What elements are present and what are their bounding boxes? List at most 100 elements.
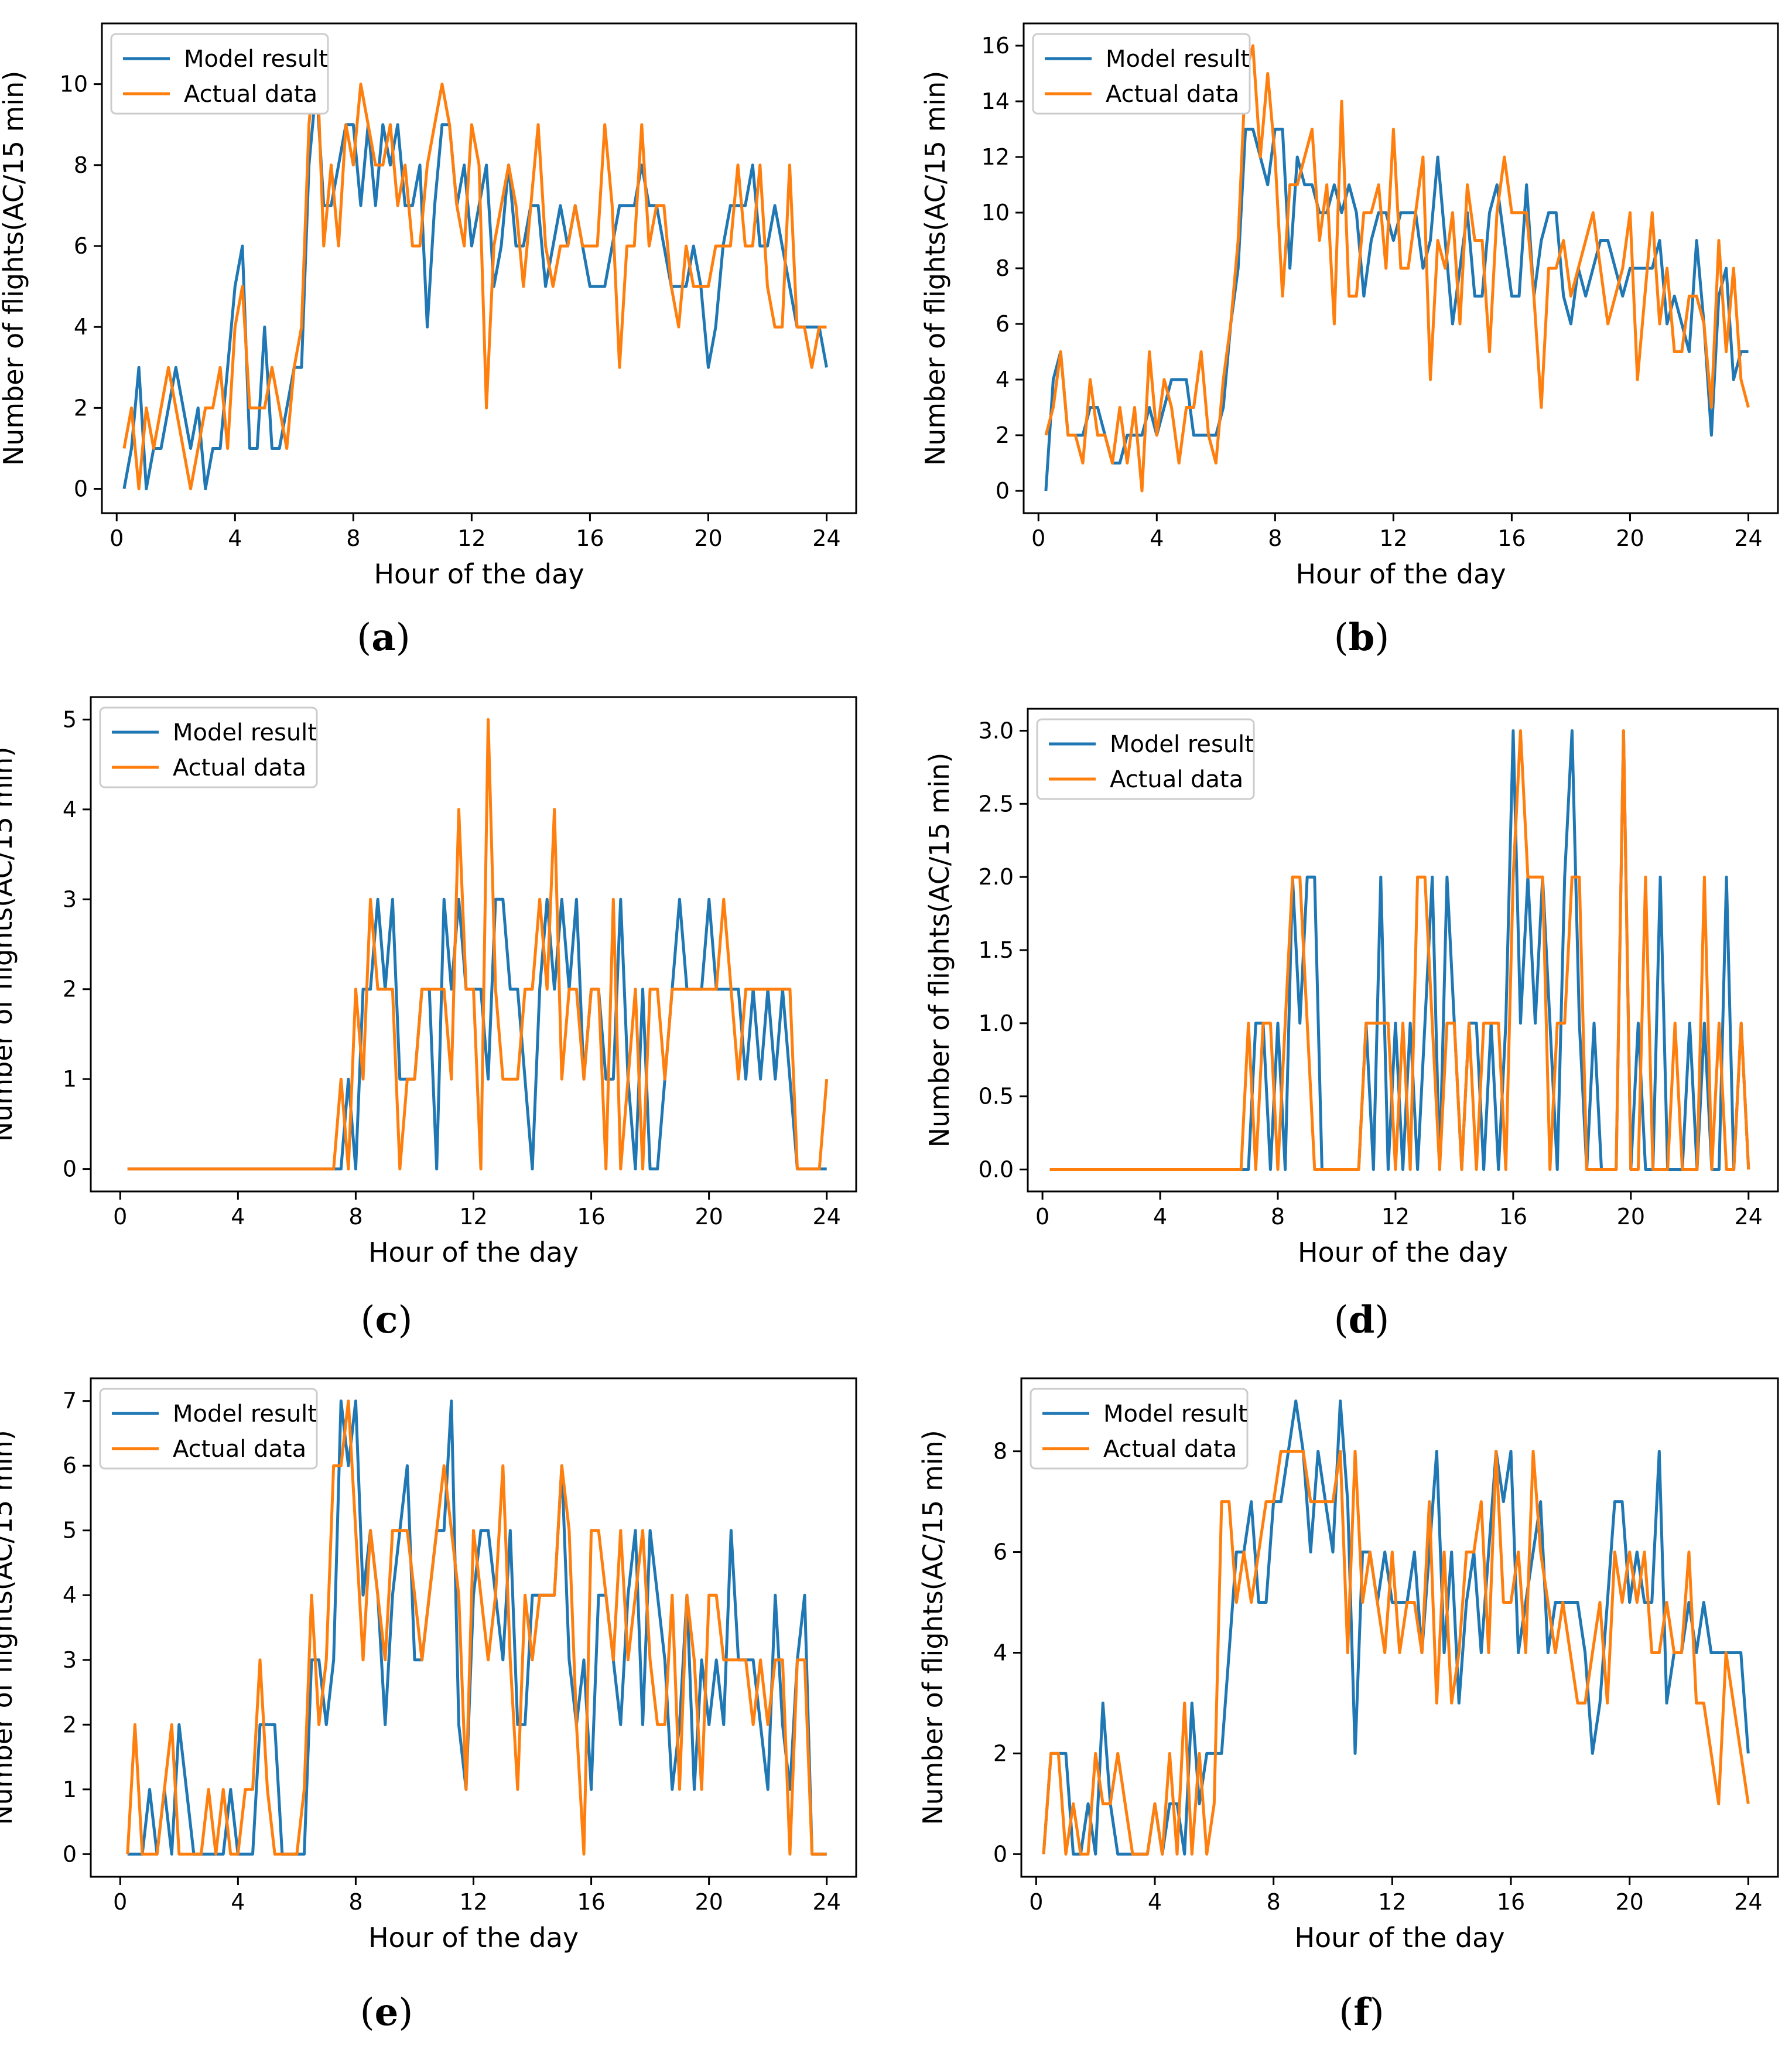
y-tick-label: 0.0 [979, 1157, 1014, 1183]
series-actual-data-line [122, 42, 827, 490]
x-axis-label: Hour of the day [1298, 1237, 1508, 1268]
x-tick-label: 20 [695, 1204, 723, 1230]
x-tick-label: 20 [1616, 525, 1644, 551]
y-tick-label: 0 [63, 1841, 77, 1867]
y-tick-label: 14 [982, 88, 1010, 114]
legend-label: Actual data [1106, 81, 1239, 108]
y-axis-label: Number of flights(AC/15 min) [0, 747, 18, 1142]
legend-label: Model result [184, 46, 328, 73]
legend-label: Actual data [173, 754, 306, 781]
y-tick-label: 1 [63, 1777, 77, 1802]
x-axis-label: Hour of the day [1295, 558, 1506, 590]
y-tick-label: 2 [993, 1740, 1007, 1766]
x-tick-label: 8 [348, 1889, 362, 1915]
x-tick-label: 12 [1381, 1204, 1410, 1230]
y-tick-label: 2.5 [979, 791, 1014, 817]
y-axis-label: Number of flights(AC/15 min) [0, 1430, 18, 1825]
y-tick-label: 0 [993, 1841, 1007, 1867]
x-tick-label: 16 [1499, 1204, 1527, 1230]
legend: Model result Actual data [99, 706, 318, 788]
series-actual-data-line [1049, 729, 1750, 1171]
y-tick-label: 1.5 [979, 937, 1014, 963]
legend-label: Model result [1103, 1401, 1247, 1428]
x-tick-label: 0 [110, 525, 124, 551]
x-tick-label: 16 [1497, 1889, 1525, 1915]
x-tick-label: 20 [1617, 1204, 1645, 1230]
chart-panel-d: 0 4 8 12 16 20 24 0.0 0.5 1.0 1.5 2.0 2.5 3.0 Hour of … [924, 708, 1779, 1342]
legend: Model result Actual data [1032, 33, 1251, 115]
y-tick-label: 0.5 [979, 1084, 1014, 1109]
panel-caption: (a) [357, 616, 410, 660]
x-tick-label: 4 [231, 1889, 245, 1915]
y-tick-label: 6 [63, 1453, 77, 1478]
panel-caption: (d) [1334, 1298, 1390, 1342]
panel-caption: (e) [360, 1990, 413, 2034]
y-tick-label: 3 [63, 886, 77, 912]
y-tick-label: 1 [63, 1066, 77, 1092]
x-tick-label: 20 [695, 1889, 723, 1915]
y-tick-label: 2.0 [979, 864, 1014, 890]
y-tick-label: 0 [996, 478, 1010, 504]
y-tick-label: 2 [996, 422, 1010, 448]
x-tick-label: 0 [1031, 525, 1045, 551]
x-tick-label: 8 [1268, 525, 1282, 551]
y-tick-label: 1.0 [979, 1010, 1014, 1036]
series-actual-data-line [126, 1399, 827, 1856]
x-tick-label: 24 [1735, 1204, 1763, 1230]
legend-label: Model result [173, 1401, 317, 1428]
x-tick-label: 12 [1378, 1889, 1406, 1915]
x-tick-label: 4 [1153, 1204, 1167, 1230]
legend-label: Model result [1110, 731, 1254, 758]
legend-label: Actual data [1103, 1436, 1237, 1463]
y-tick-label: 10 [60, 71, 88, 97]
panel-caption: (c) [361, 1298, 413, 1342]
y-tick-label: 3.0 [979, 718, 1014, 743]
x-tick-label: 12 [457, 525, 485, 551]
legend-label: Actual data [184, 81, 317, 108]
y-tick-label: 4 [63, 1582, 77, 1608]
legend-label: Actual data [173, 1436, 306, 1463]
y-tick-label: 8 [996, 255, 1010, 281]
x-tick-label: 0 [113, 1204, 127, 1230]
legend: Model result Actual data [1030, 1388, 1249, 1470]
y-tick-label: 6 [74, 233, 88, 259]
y-tick-label: 0 [63, 1156, 77, 1182]
panel-caption: (f) [1339, 1990, 1384, 2034]
legend-label: Actual data [1110, 766, 1243, 793]
legend-label: Model result [173, 719, 317, 746]
y-tick-label: 2 [63, 976, 77, 1002]
x-tick-label: 16 [577, 1889, 605, 1915]
x-tick-label: 24 [1734, 525, 1762, 551]
x-tick-label: 12 [459, 1889, 487, 1915]
legend: Model result Actual data [1036, 718, 1255, 800]
y-tick-label: 5 [63, 706, 77, 732]
series-actual-data-line [1042, 1450, 1750, 1856]
legend: Model result Actual data [99, 1388, 318, 1470]
x-tick-label: 4 [228, 525, 242, 551]
series-model-result-line [122, 83, 828, 490]
x-tick-label: 20 [694, 525, 722, 551]
y-axis-label: Number of flights(AC/15 min) [919, 71, 951, 466]
x-tick-label: 0 [1029, 1889, 1043, 1915]
y-tick-label: 7 [63, 1388, 77, 1414]
x-tick-label: 12 [459, 1204, 487, 1230]
x-tick-label: 24 [812, 525, 840, 551]
x-axis-label: Hour of the day [1294, 1922, 1504, 1954]
y-tick-label: 2 [74, 395, 88, 421]
x-tick-label: 0 [113, 1889, 127, 1915]
y-tick-label: 16 [982, 33, 1010, 59]
x-tick-label: 8 [348, 1204, 362, 1230]
x-tick-label: 4 [231, 1204, 245, 1230]
legend: Model result Actual data [110, 33, 329, 115]
x-tick-label: 4 [1148, 1889, 1162, 1915]
x-tick-label: 16 [1497, 525, 1526, 551]
y-axis-label: Number of flights(AC/15 min) [0, 71, 29, 466]
y-tick-label: 8 [74, 152, 88, 178]
x-axis-label: Hour of the day [374, 558, 584, 590]
series-actual-data-line [1044, 44, 1750, 493]
